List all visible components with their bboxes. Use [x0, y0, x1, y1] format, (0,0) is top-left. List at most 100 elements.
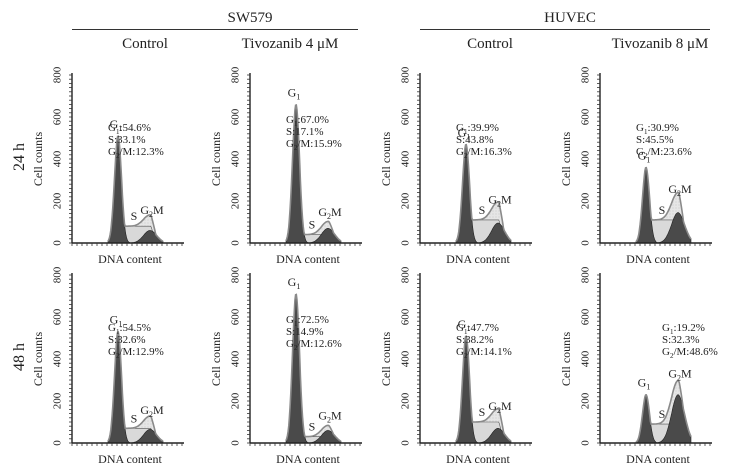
y-tick-label: 200 [52, 392, 64, 409]
phase-percentage-label: S:43.8% [456, 134, 494, 146]
column-title-sw579-tivozanib: Tivozanib 4 μM [241, 36, 339, 52]
phase-percentage-label: G1:54.6% [108, 122, 151, 136]
histogram-outline [285, 103, 342, 242]
y-tick-label: 800 [580, 266, 592, 283]
g2m-peak-label: G2M [488, 399, 512, 415]
column-title-huvec-control: Control [467, 36, 513, 52]
y-tick-label: 400 [230, 350, 242, 367]
s-phase-label: S [659, 407, 666, 421]
y-tick-label: 400 [230, 150, 242, 167]
x-axis-label: DNA content [98, 252, 162, 266]
g1-peak-label: G1 [288, 85, 301, 101]
y-tick-label: 200 [230, 192, 242, 209]
y-tick-label: 200 [400, 192, 412, 209]
y-tick-label: 600 [230, 308, 242, 325]
g2m-peak-label: G2M [488, 193, 512, 209]
x-axis-label: DNA content [446, 452, 510, 466]
group-title-sw579: SW579 [227, 10, 273, 26]
y-axis-label: Cell counts [379, 132, 393, 187]
y-axis-label: Cell counts [31, 132, 45, 187]
y-tick-label: 0 [400, 240, 412, 246]
y-tick-label: 600 [580, 308, 592, 325]
phase-percentage-label: G2/M:14.1% [456, 346, 512, 360]
g1-peak-label: G1 [458, 317, 471, 333]
group-divider-huvec [420, 29, 710, 30]
phase-percentage-label: G2/M:23.6% [636, 146, 692, 160]
histogram-outline [107, 331, 164, 442]
y-tick-label: 400 [400, 150, 412, 167]
y-tick-label: 800 [400, 266, 412, 283]
y-tick-label: 600 [230, 108, 242, 125]
y-axis-label: Cell counts [31, 332, 45, 387]
phase-percentage-label: S:45.5% [636, 134, 674, 146]
y-tick-label: 400 [52, 150, 64, 167]
phase-percentage-label: G2/M:16.3% [456, 146, 512, 160]
y-tick-label: 200 [580, 192, 592, 209]
y-tick-label: 0 [580, 440, 592, 446]
column-title-huvec-tivozanib: Tivozanib 8 μM [611, 36, 709, 52]
phase-percentage-label: G1:19.2% [662, 322, 705, 336]
y-tick-label: 400 [400, 350, 412, 367]
y-tick-label: 800 [52, 266, 64, 283]
y-tick-label: 0 [52, 240, 64, 246]
group-divider-sw579 [72, 29, 358, 30]
phase-percentage-label: S:32.3% [662, 334, 700, 346]
phase-percentage-label: G1:47.7% [456, 322, 499, 336]
y-axis-label: Cell counts [379, 332, 393, 387]
histogram-outline [635, 379, 692, 443]
y-tick-label: 0 [400, 440, 412, 446]
y-tick-label: 200 [230, 392, 242, 409]
y-tick-label: 600 [52, 308, 64, 325]
y-tick-label: 0 [230, 240, 242, 246]
phase-percentage-label: G1:67.0% [286, 114, 329, 128]
s-phase-label: S [309, 218, 316, 232]
histogram-outline [635, 166, 692, 243]
phase-percentage-label: G2/M:15.9% [286, 138, 342, 152]
phase-percentage-label: S:38.2% [456, 334, 494, 346]
histogram-outline [107, 135, 164, 242]
phase-percentage-label: S:32.6% [108, 334, 146, 346]
column-title-sw579-control: Control [122, 36, 168, 52]
histogram-outline [285, 293, 342, 442]
x-axis-label: DNA content [276, 252, 340, 266]
y-tick-label: 200 [580, 392, 592, 409]
y-tick-label: 600 [580, 108, 592, 125]
g2m-peak-label: G2M [140, 203, 164, 219]
g1-peak-label: G1 [638, 148, 651, 164]
g2m-peak-label: G2M [318, 408, 342, 424]
phase-percentage-label: G2/M:48.6% [662, 346, 718, 360]
y-tick-label: 400 [52, 350, 64, 367]
phase-percentage-label: S:33.1% [108, 134, 146, 146]
s-phase-label: S [309, 420, 316, 434]
g1-peak-label: G1 [458, 125, 471, 141]
g1-peak-label: G1 [638, 376, 651, 392]
histogram-outline [455, 335, 512, 442]
s-phase-label: S [131, 411, 138, 425]
y-tick-label: 0 [580, 240, 592, 246]
x-axis-label: DNA content [626, 452, 690, 466]
y-axis-label: Cell counts [209, 132, 223, 187]
phase-percentage-label: G1:72.5% [286, 314, 329, 328]
phase-percentage-label: S:14.9% [286, 326, 324, 338]
x-axis-label: DNA content [446, 252, 510, 266]
y-tick-label: 800 [400, 66, 412, 83]
y-tick-label: 600 [400, 108, 412, 125]
phase-percentage-label: G2/M:12.6% [286, 338, 342, 352]
y-tick-label: 600 [400, 308, 412, 325]
g2m-peak-label: G2M [318, 205, 342, 221]
g1-peak-label: G1 [288, 275, 301, 291]
x-axis-label: DNA content [98, 452, 162, 466]
s-phase-label: S [659, 203, 666, 217]
g2m-peak-label: G2M [140, 403, 164, 419]
y-tick-label: 0 [52, 440, 64, 446]
s-phase-label: S [131, 209, 138, 223]
y-tick-label: 800 [580, 66, 592, 83]
phase-percentage-label: G2/M:12.9% [108, 346, 164, 360]
